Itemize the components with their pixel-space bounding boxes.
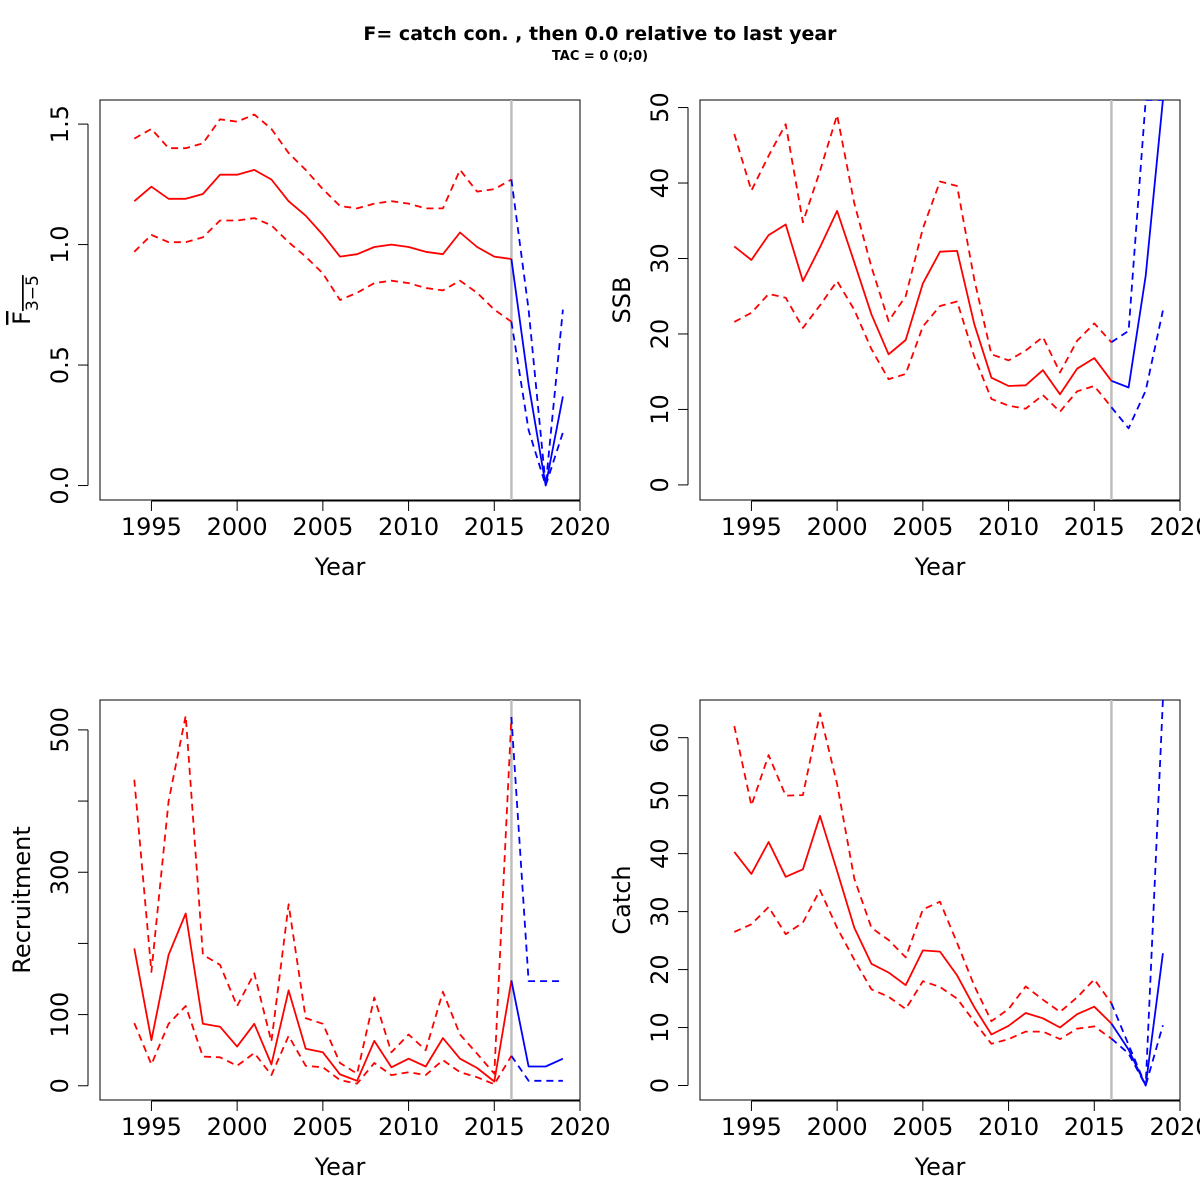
y-tick-label: 0 — [646, 477, 674, 492]
y-tick-label: 500 — [46, 707, 74, 753]
x-axis-title: Year — [914, 1153, 966, 1181]
figure-title: F= catch con. , then 0.0 relative to las… — [363, 23, 837, 45]
forecast-dashed-line — [510, 179, 564, 487]
y-tick-label: 300 — [46, 849, 74, 895]
y-tick-label: 1.0 — [46, 225, 74, 263]
y-tick-label: 20 — [646, 319, 674, 350]
x-axis-title: Year — [914, 553, 966, 581]
historic-solid-line — [133, 168, 512, 260]
x-tick-label: 2020 — [549, 1113, 610, 1141]
y-tick-label: 0.0 — [46, 466, 74, 504]
x-tick-label: 2005 — [292, 513, 353, 541]
y-tick-label: 40 — [646, 168, 674, 199]
forecast-dashed-line — [1110, 700, 1164, 1087]
recruitment-panel: 1995 2000 2005 2010 2015 2020 Year 0 100 300 500 Re… — [8, 699, 611, 1181]
historic-dashed-line — [133, 714, 513, 1075]
y-tick-label: 30 — [646, 243, 674, 274]
forecast-solid-line — [1110, 953, 1164, 1087]
historic-solid-line — [733, 209, 1113, 396]
x-tick-label: 2010 — [378, 513, 439, 541]
x-tick-label: 1995 — [121, 513, 182, 541]
historic-solid-line — [133, 912, 513, 1083]
x-tick-label: 2000 — [807, 1113, 868, 1141]
y-tick-label: 0 — [646, 1078, 674, 1093]
y-axis-title-subscript: 3−5 — [23, 275, 43, 311]
historic-dashed-line — [733, 280, 1113, 413]
y-tick-label: 40 — [646, 838, 674, 869]
historic-dashed-line — [733, 712, 1113, 1023]
y-tick-label: 1.5 — [46, 105, 74, 143]
x-tick-label: 2010 — [978, 513, 1039, 541]
plot-frame — [699, 699, 1181, 1101]
plot-frame — [99, 699, 581, 1101]
forecast-dashed-line — [510, 717, 563, 982]
x-tick-label: 2010 — [378, 1113, 439, 1141]
y-tick-label: 30 — [646, 896, 674, 927]
y-axis-title: Catch — [608, 865, 636, 934]
y-tick-label: 10 — [646, 1012, 674, 1043]
forecast-solid-line — [510, 258, 564, 487]
y-axis-title: SSB — [608, 277, 636, 324]
y-tick-label: 0.5 — [46, 346, 74, 384]
historic-solid-line — [733, 815, 1113, 1036]
x-tick-label: 2015 — [464, 513, 525, 541]
y-tick-label: 50 — [646, 92, 674, 123]
y-axis-title: F3−5 — [8, 275, 43, 325]
x-tick-label: 2000 — [207, 513, 268, 541]
x-tick-label: 2020 — [549, 513, 610, 541]
forecast-dashed-line — [1110, 100, 1163, 344]
x-tick-label: 2015 — [1064, 1113, 1125, 1141]
forecast-dashed-line — [1110, 310, 1164, 430]
y-axis-title: Recruitment — [8, 826, 36, 973]
x-tick-label: 2000 — [207, 1113, 268, 1141]
ssb-panel: 1995 2000 2005 2010 2015 2020 Year 0 10 20 30 40 50 S… — [608, 92, 1200, 581]
x-tick-label: 2010 — [978, 1113, 1039, 1141]
historic-dashed-line — [733, 889, 1112, 1045]
plot-frame — [99, 99, 581, 501]
figure-subtitle: TAC = 0 (0;0) — [552, 49, 648, 64]
x-tick-label: 1995 — [721, 513, 782, 541]
fbar-panel: 1995 2000 2005 2010 2015 2020 Year 0.0 0.5 1.0 1.5… — [8, 99, 611, 581]
plot-frame — [699, 99, 1181, 501]
forecast-dashed-line — [510, 321, 564, 487]
x-tick-label: 1995 — [121, 1113, 182, 1141]
x-axis-title: Year — [314, 553, 366, 581]
x-tick-label: 2005 — [892, 513, 953, 541]
y-tick-label: 50 — [646, 780, 674, 811]
forecast-dashed-line — [1110, 1024, 1164, 1087]
x-tick-label: 2020 — [1149, 513, 1200, 541]
y-tick-label: 0 — [46, 1078, 74, 1093]
x-tick-label: 2000 — [807, 513, 868, 541]
series-group — [133, 714, 564, 1086]
series-group — [733, 700, 1164, 1087]
x-tick-label: 2015 — [464, 1113, 525, 1141]
y-tick-label: 100 — [46, 992, 74, 1038]
y-tick-label: 20 — [646, 954, 674, 985]
x-tick-label: 2015 — [1064, 513, 1125, 541]
x-tick-label: 2005 — [892, 1113, 953, 1141]
series-group — [133, 113, 564, 487]
forecast-dashed-line — [510, 1055, 563, 1082]
catch-panel: 1995 2000 2005 2010 2015 2020 Year 0 10 20 30 40 50 6… — [608, 699, 1200, 1181]
y-tick-label: 10 — [646, 394, 674, 425]
y-tick-label: 60 — [646, 722, 674, 753]
x-tick-label: 2020 — [1149, 1113, 1200, 1141]
x-axis-title: Year — [314, 1153, 366, 1181]
forecast-solid-line — [510, 980, 564, 1068]
x-tick-label: 2005 — [292, 1113, 353, 1141]
historic-dashed-line — [133, 113, 512, 210]
x-tick-label: 1995 — [721, 1113, 782, 1141]
forecast-solid-line — [1111, 100, 1164, 389]
series-group — [733, 100, 1164, 430]
historic-dashed-line — [133, 1005, 513, 1086]
